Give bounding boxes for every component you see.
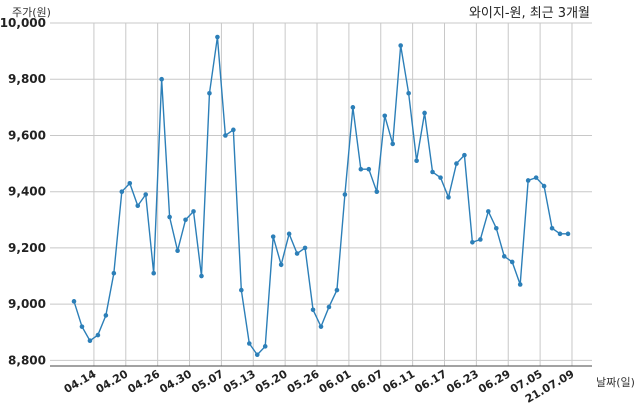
data-point: [342, 192, 348, 197]
chart-title: 와이지-원, 최근 3개월: [469, 6, 590, 21]
data-point: [87, 338, 93, 343]
data-point: [350, 105, 356, 110]
y-tick-label: 9,200: [8, 241, 46, 255]
x-tick-label: 06.11: [380, 367, 417, 396]
x-tick-label: 04.30: [157, 367, 194, 396]
series-line: [73, 36, 568, 356]
grid-layer: [50, 22, 592, 366]
y-tick-labels: 8,800 9,000 9,200 9,400 9,600 9,800 10,000: [0, 16, 46, 367]
data-point: [501, 254, 507, 259]
data-point: [446, 195, 451, 200]
x-tick-label: 04.14: [62, 367, 99, 396]
data-point: [326, 304, 332, 310]
data-point: [525, 178, 531, 183]
x-tick-label: 06.01: [317, 367, 354, 396]
data-point: [462, 152, 467, 158]
data-point: [246, 341, 252, 346]
x-tick-label: 05.13: [221, 367, 258, 396]
data-point: [286, 231, 292, 237]
data-point: [215, 34, 220, 40]
data-point: [486, 209, 491, 214]
y-tick-label: 9,800: [8, 72, 46, 86]
x-tick-label: 04.20: [94, 367, 131, 396]
y-tick-label: 9,000: [8, 297, 46, 311]
data-point: [310, 307, 316, 313]
x-tick-label: 05.07: [189, 367, 226, 396]
data-point: [470, 239, 475, 245]
data-point: [79, 324, 85, 329]
data-point: [294, 251, 300, 256]
x-tick-label: 05.20: [253, 367, 290, 396]
x-axis-title: 날짜(일): [596, 375, 635, 389]
data-point: [517, 282, 523, 287]
data-point: [438, 175, 443, 180]
y-tick-label: 9,600: [8, 128, 46, 142]
data-point: [422, 110, 427, 116]
y-axis-title: 주가(원): [12, 6, 51, 19]
data-point: [239, 287, 244, 293]
data-point: [119, 189, 125, 194]
data-point: [135, 203, 141, 209]
data-point: [302, 245, 308, 251]
data-point: [231, 127, 236, 133]
data-point: [398, 43, 403, 48]
data-point: [167, 214, 172, 220]
data-point: [95, 332, 101, 338]
data-point: [366, 166, 372, 172]
data-point: [509, 259, 515, 265]
data-point: [71, 299, 77, 304]
data-point: [127, 180, 133, 186]
data-point: [334, 287, 340, 293]
data-point: [159, 76, 164, 82]
x-tick-label: 06.07: [349, 367, 386, 396]
data-point: [199, 273, 204, 279]
data-point: [454, 161, 459, 166]
data-point: [103, 313, 109, 318]
data-point: [183, 217, 188, 223]
x-tick-labels: 04.1404.2004.2604.3005.0705.1305.2005.26…: [62, 367, 577, 406]
data-point: [278, 262, 284, 268]
x-tick-label: 06.29: [476, 367, 513, 396]
data-point: [143, 192, 149, 197]
data-point: [406, 90, 411, 96]
data-point: [207, 90, 212, 96]
y-tick-label: 8,800: [8, 353, 46, 367]
data-point: [151, 270, 156, 276]
x-tick-label: 04.26: [126, 367, 163, 396]
data-point: [478, 237, 483, 242]
data-point: [565, 231, 571, 237]
data-point: [254, 352, 260, 358]
data-point: [111, 270, 117, 276]
series-layer: [71, 34, 571, 358]
data-point: [318, 324, 324, 329]
data-point: [493, 225, 499, 231]
data-point: [262, 344, 268, 349]
data-point: [541, 183, 547, 189]
data-point: [358, 166, 364, 172]
data-point: [557, 231, 563, 237]
data-point: [270, 234, 276, 239]
data-point: [533, 175, 539, 180]
y-tick-label: 9,400: [8, 185, 46, 199]
data-point: [549, 225, 555, 231]
x-tick-label: 06.17: [412, 367, 449, 396]
data-point: [390, 141, 396, 147]
y-tick-label: 10,000: [0, 16, 46, 30]
data-point: [382, 113, 388, 119]
data-point: [374, 189, 380, 194]
x-tick-label: 05.26: [285, 367, 322, 396]
data-point: [414, 158, 419, 164]
data-point: [191, 209, 196, 214]
data-point: [430, 169, 435, 175]
data-point: [223, 133, 228, 138]
data-point: [175, 248, 180, 254]
x-tick-label: 06.23: [444, 367, 481, 396]
